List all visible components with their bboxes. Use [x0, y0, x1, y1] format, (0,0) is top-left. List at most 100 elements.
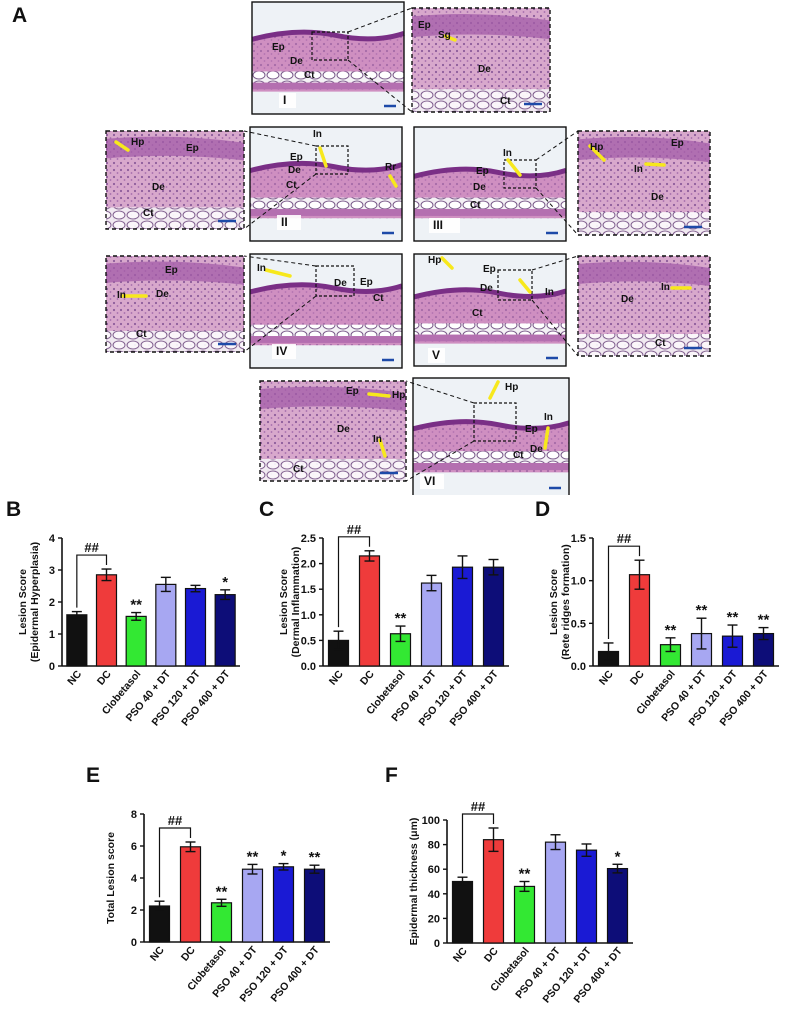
bar-clobetasol: [659, 644, 682, 667]
y-tick-label: 2.5: [301, 533, 316, 545]
significance-mark: **: [519, 866, 531, 883]
y-tick-label: 3: [49, 565, 55, 577]
micrograph-frame: [249, 126, 403, 242]
significance-mark: *: [615, 848, 621, 865]
tissue-label: Ct: [513, 450, 524, 461]
y-tick-label: 0.5: [571, 618, 586, 630]
significance-bracket: [76, 554, 108, 608]
tissue-label: De: [288, 165, 301, 176]
y-tick-label: 40: [428, 889, 440, 901]
tissue-label: Ep: [290, 152, 303, 163]
bar-pso-120-dt: [272, 866, 295, 943]
tissue-label: Hp: [590, 142, 603, 153]
inset-box: [311, 31, 349, 61]
bar-pso-120-dt: [721, 635, 744, 667]
x-category-label: PSO 40 + DT: [210, 944, 260, 1000]
bar-pso-400-dt: [303, 868, 326, 943]
tissue-label: In: [503, 148, 512, 159]
panel-label-f: F: [385, 764, 398, 787]
x-category-label: PSO 40 + DT: [389, 668, 439, 724]
tissue-label: Ct: [293, 464, 304, 475]
panel-label-c: C: [259, 498, 275, 521]
significance-mark: *: [222, 574, 228, 591]
significance-mark: **: [309, 849, 321, 866]
tissue-label: De: [337, 424, 350, 435]
significance-bracket: [607, 545, 641, 639]
yellow-arrow-icon: [114, 140, 130, 152]
micrograph-frame: [413, 126, 567, 242]
y-axis-label: Lesion Score(Epidermal Hyperplasia): [17, 542, 41, 662]
tissue-label: In: [661, 282, 670, 293]
bracket-label: ##: [617, 531, 632, 546]
bar-nc: [66, 614, 88, 667]
group-numeral: IV: [276, 344, 287, 358]
y-tick-label: 2: [49, 597, 55, 609]
yellow-arrow-icon: [518, 278, 532, 294]
yellow-arrow-icon: [367, 392, 391, 398]
significance-mark: **: [665, 622, 677, 639]
yellow-arrow-icon: [543, 426, 550, 450]
group-numeral: III: [433, 218, 443, 232]
bracket-label: ##: [84, 540, 99, 555]
tissue-label: Hp: [392, 390, 405, 401]
bar-clobetasol: [210, 902, 233, 943]
tissue-label: Ep: [418, 20, 431, 31]
y-tick-label: 2.0: [301, 559, 316, 571]
x-category-label: PSO 120 + DT: [238, 944, 292, 1005]
tissue-label: De: [480, 283, 493, 294]
bar-pso-40-dt: [420, 582, 443, 667]
y-tick-label: 0: [131, 937, 137, 949]
bar-clobetasol: [513, 885, 536, 944]
bar-pso-120-dt: [575, 849, 598, 944]
tissue-label: De: [651, 192, 664, 203]
bar-pso-40-dt: [544, 841, 567, 944]
x-category-label: PSO 400 + DT: [448, 668, 502, 729]
y-tick-label: 4: [131, 873, 138, 885]
tissue-label: De: [152, 182, 165, 193]
tissue-label: Ct: [373, 293, 384, 304]
y-tick-label: 1.5: [301, 584, 316, 596]
tissue-label: De: [530, 444, 543, 455]
significance-bracket: [158, 827, 192, 898]
significance-mark: **: [247, 848, 259, 865]
x-category-label: PSO 40 + DT: [513, 945, 563, 1001]
x-category-label: PSO 120 + DT: [150, 668, 204, 729]
significance-mark: **: [395, 610, 407, 627]
micrograph-frame: [412, 377, 570, 495]
tissue-label: Ep: [525, 424, 538, 435]
yellow-arrow-icon: [506, 158, 522, 177]
micrograph-frame: [251, 1, 405, 115]
tissue-label: Ep: [476, 166, 489, 177]
tissue-label: In: [544, 412, 553, 423]
bar-pso-40-dt: [241, 868, 264, 943]
yellow-arrow-icon: [488, 380, 500, 400]
inset-box: [497, 269, 533, 301]
x-category-label: PSO 120 + DT: [417, 668, 471, 729]
bar-pso-120-dt: [184, 587, 207, 667]
bar-pso-400-dt: [606, 867, 629, 944]
bar-dc: [628, 574, 651, 667]
panel-label-a: A: [12, 4, 28, 27]
tissue-label: Sg: [438, 30, 451, 41]
y-tick-label: 8: [131, 809, 137, 821]
group-numeral: II: [281, 215, 288, 229]
significance-mark: **: [696, 602, 708, 619]
x-category-label: DC: [95, 668, 114, 688]
bracket-label: ##: [168, 813, 183, 828]
y-axis-label: Epidermal thickness (μm): [408, 818, 420, 946]
tissue-label: In: [313, 129, 322, 140]
tissue-label: De: [334, 278, 347, 289]
significance-mark: **: [216, 883, 228, 900]
zoom-frame: [577, 255, 711, 357]
x-category-label: PSO 40 + DT: [659, 668, 709, 724]
tissue-label: In: [373, 434, 382, 445]
y-tick-label: 1: [49, 629, 55, 641]
y-tick-label: 60: [428, 864, 440, 876]
chart-B: 0 1 2 3 4 Lesion Score(Epidermal Hyperplasia)…: [17, 533, 240, 728]
tissue-label: De: [473, 182, 486, 193]
panel-label-e: E: [86, 764, 101, 787]
micrograph-group-II: In Ep De Ct Rr Hp Ep De Ct II: [105, 126, 403, 242]
micrograph-frame: [249, 253, 403, 369]
bar-dc: [179, 846, 202, 943]
